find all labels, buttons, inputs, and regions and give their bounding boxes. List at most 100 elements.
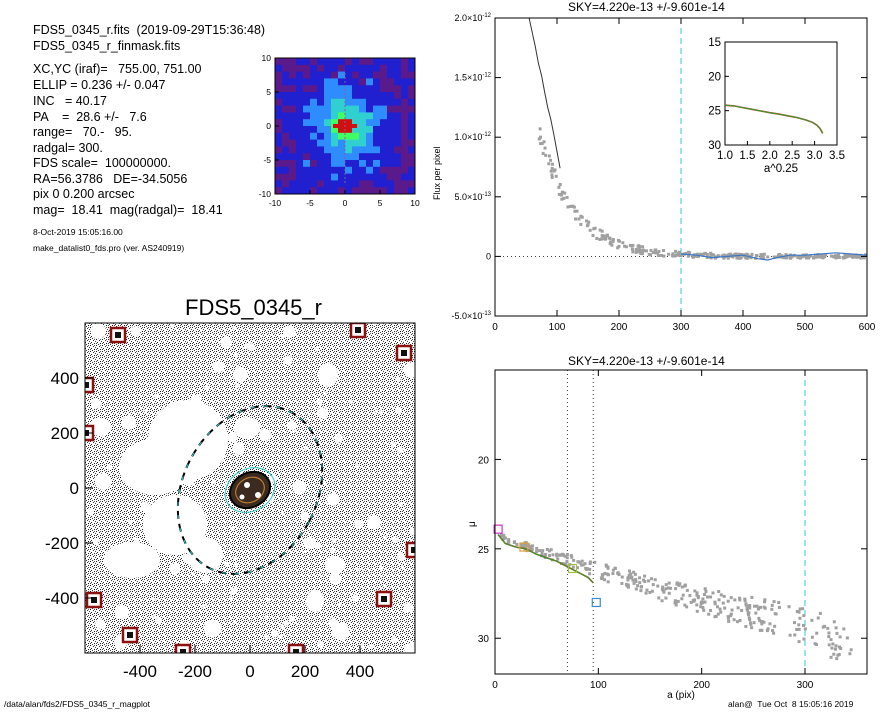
heatmap-cell bbox=[310, 58, 318, 66]
heatmap-cell bbox=[338, 78, 346, 86]
mu-point bbox=[777, 601, 781, 605]
flux-point bbox=[560, 191, 564, 195]
mu-point bbox=[715, 605, 719, 609]
star-core bbox=[91, 597, 97, 603]
flux-point bbox=[812, 255, 816, 259]
flux-point bbox=[600, 237, 604, 241]
mu-point bbox=[733, 598, 737, 602]
mu-profile-green bbox=[497, 534, 594, 584]
flux-point bbox=[723, 253, 727, 257]
flux-point bbox=[740, 253, 744, 257]
mu-point bbox=[714, 614, 718, 618]
heatmap-cell bbox=[324, 132, 332, 141]
heatmap-cell bbox=[352, 71, 360, 79]
mu-point bbox=[577, 560, 581, 564]
star-core bbox=[401, 350, 407, 356]
mu-point bbox=[588, 560, 592, 564]
mu-point bbox=[747, 616, 751, 620]
flux-point bbox=[684, 251, 688, 255]
y-tick-label: 1.5×10-12 bbox=[455, 73, 492, 83]
mu-point bbox=[650, 577, 654, 581]
mu-point bbox=[523, 543, 527, 547]
heatmap-cell bbox=[345, 98, 353, 107]
flux-point bbox=[760, 253, 764, 257]
heatmap-cell bbox=[303, 126, 311, 134]
mu-point bbox=[748, 621, 752, 625]
heatmap-cell bbox=[303, 58, 311, 66]
heatmap-cell bbox=[310, 153, 318, 161]
x-tick-label: 0 bbox=[245, 662, 254, 681]
y-tick-label: 0 bbox=[266, 121, 271, 131]
heatmap-cell bbox=[310, 78, 318, 86]
heatmap-cell bbox=[310, 112, 318, 120]
masked-source bbox=[259, 428, 271, 441]
flux-point bbox=[634, 248, 638, 252]
param-inc: INC = 40.17 bbox=[33, 94, 107, 108]
heatmap-cell bbox=[359, 98, 367, 107]
mu-point bbox=[664, 583, 668, 587]
heatmap-cell bbox=[310, 139, 318, 147]
heatmap-cell bbox=[345, 153, 353, 161]
heatmap-cell bbox=[345, 160, 353, 168]
heatmap-cell bbox=[345, 180, 353, 188]
heatmap-cell bbox=[289, 139, 297, 147]
mu-point bbox=[599, 576, 603, 580]
masked-source bbox=[101, 624, 106, 630]
mu-point bbox=[755, 604, 759, 608]
heatmap-cell bbox=[394, 64, 402, 73]
heatmap-cell bbox=[289, 180, 297, 188]
mu-point bbox=[747, 611, 751, 615]
masked-source bbox=[355, 464, 359, 468]
heatmap-cell bbox=[338, 119, 346, 127]
y-tick-mantissa: 1.5×10 bbox=[455, 73, 483, 83]
masked-source bbox=[195, 419, 201, 424]
x-tick-label: 500 bbox=[797, 322, 814, 333]
mu-point bbox=[522, 544, 526, 548]
mu-point bbox=[709, 608, 713, 612]
flux-point bbox=[785, 256, 789, 260]
flux-point bbox=[674, 249, 678, 253]
heatmap-cell bbox=[324, 160, 332, 168]
y-tick-exponent: -12 bbox=[482, 73, 491, 79]
heatmap-cell bbox=[408, 139, 416, 147]
masked-source bbox=[238, 417, 252, 431]
heatmap-cell bbox=[373, 166, 381, 175]
mu-point bbox=[695, 593, 699, 597]
mu-point bbox=[606, 580, 610, 584]
heatmap-cell bbox=[345, 139, 353, 147]
mu-point bbox=[603, 578, 607, 582]
heatmap-cell bbox=[296, 187, 304, 195]
masked-source bbox=[328, 618, 338, 628]
heatmap-cell bbox=[324, 126, 332, 134]
flux-point bbox=[677, 253, 681, 257]
heatmap-cell bbox=[359, 71, 367, 79]
heatmap-cell bbox=[373, 112, 381, 120]
heatmap-cell bbox=[345, 92, 353, 100]
masked-source bbox=[233, 556, 238, 561]
masked-source bbox=[397, 446, 404, 454]
heatmap-cell bbox=[408, 126, 416, 134]
y-tick-label: 2.0×10-12 bbox=[455, 13, 492, 23]
masked-source bbox=[233, 352, 239, 358]
heatmap-cell bbox=[317, 119, 325, 127]
heatmap-cell bbox=[331, 146, 339, 154]
mu-point bbox=[845, 636, 849, 640]
heatmap-cell bbox=[394, 85, 402, 93]
masked-source bbox=[128, 519, 133, 525]
masked-source bbox=[199, 503, 203, 507]
mu-point bbox=[768, 622, 772, 626]
heatmap-cell bbox=[387, 71, 395, 79]
y-tick-label: -5 bbox=[263, 155, 271, 165]
param-pix: pix 0 0.200 arcsec bbox=[33, 187, 135, 201]
heatmap-cell bbox=[408, 146, 416, 154]
footer-path: /data/alan/fds2/FDS5_0345_r_magplot bbox=[4, 699, 151, 709]
heatmap-cell bbox=[380, 58, 388, 66]
mu-point bbox=[759, 620, 763, 624]
flux-point bbox=[850, 253, 854, 257]
mu-point bbox=[703, 600, 707, 604]
heatmap-cell bbox=[317, 85, 325, 93]
mu-point bbox=[793, 621, 797, 625]
heatmap-cell bbox=[310, 132, 318, 141]
masked-source bbox=[395, 407, 402, 414]
heatmap-cell bbox=[352, 64, 360, 73]
